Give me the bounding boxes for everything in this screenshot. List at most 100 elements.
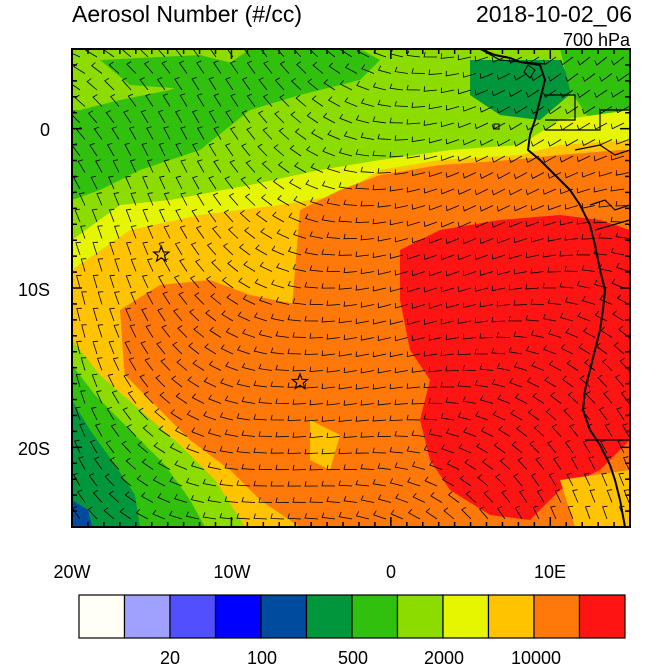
wind-barb — [109, 457, 120, 470]
wind-barb — [372, 150, 387, 157]
wind-barb — [406, 50, 421, 58]
wind-barb — [554, 489, 562, 503]
wind-barb — [542, 188, 557, 195]
wind-barb — [513, 172, 528, 180]
wind-barb — [616, 407, 625, 421]
wind-barb — [125, 274, 132, 289]
wind-barb — [236, 379, 251, 388]
wind-barb — [76, 307, 82, 322]
wind-barb — [565, 328, 579, 338]
wind-barb — [224, 429, 239, 437]
wind-barb — [120, 49, 132, 58]
wind-barb — [104, 77, 115, 91]
wind-barb — [423, 351, 438, 357]
wind-barb — [474, 89, 489, 96]
wind-barb — [86, 78, 98, 91]
wind-barb — [389, 185, 404, 192]
wind-barb — [411, 68, 426, 74]
lon-label: 10E — [533, 562, 567, 582]
wind-barb — [308, 49, 319, 58]
wind-barb — [191, 209, 200, 223]
wind-barb — [355, 183, 370, 190]
wind-barb — [513, 106, 528, 114]
wind-barb — [107, 373, 115, 388]
wind-barb — [311, 129, 324, 140]
wind-barb — [89, 143, 98, 157]
wind-barb — [175, 142, 183, 157]
wind-barb — [240, 176, 251, 190]
wind-barb — [292, 399, 307, 405]
wind-barb — [344, 63, 358, 74]
wind-barb — [276, 49, 285, 58]
wind-barb — [263, 60, 273, 74]
wind-barb — [510, 409, 523, 421]
wind-barb — [225, 361, 239, 371]
wind-barb — [309, 496, 324, 503]
wind-barb — [361, 64, 375, 74]
wind-barb — [440, 319, 455, 325]
wind-barb — [238, 243, 251, 256]
wind-barb — [377, 269, 392, 276]
wind-barb — [272, 177, 285, 190]
wind-barb — [389, 446, 404, 454]
wind-barb — [287, 481, 302, 487]
wind-barb — [146, 159, 154, 173]
wind-barb — [211, 259, 222, 272]
wind-barb — [406, 319, 421, 325]
wind-barb — [457, 254, 472, 261]
wind-barb — [258, 397, 273, 404]
wind-barb — [531, 106, 545, 115]
colorbar-swatch — [442, 594, 490, 639]
wind-barb — [239, 210, 251, 223]
wind-barb — [113, 192, 120, 206]
wind-barb — [553, 456, 562, 470]
wind-barb — [547, 172, 562, 179]
wind-barb — [462, 72, 477, 78]
wind-barb — [526, 377, 540, 388]
wind-barb — [355, 351, 370, 357]
wind-barb — [174, 49, 183, 58]
wind-barb — [597, 374, 608, 388]
wind-barb — [112, 357, 120, 371]
wind-barb — [195, 225, 205, 239]
wind-barb — [338, 351, 353, 357]
wind-barb — [321, 249, 336, 256]
wind-barb — [293, 195, 307, 206]
wind-barb — [74, 439, 81, 454]
wind-barb — [479, 395, 494, 404]
wind-barb — [581, 296, 596, 305]
wind-barb — [508, 155, 523, 163]
wind-barb — [564, 297, 579, 305]
wind-barb — [343, 400, 358, 406]
wind-barb — [158, 425, 171, 437]
wind-barb — [246, 60, 256, 74]
wind-barb — [229, 126, 239, 140]
wind-barb — [292, 464, 307, 471]
wind-barb — [513, 362, 528, 371]
wind-barb — [394, 236, 409, 243]
wind-barb — [394, 367, 409, 374]
wind-barb — [377, 399, 392, 406]
wind-barb — [287, 415, 302, 422]
colorbar-swatch — [305, 594, 353, 639]
wind-barb — [462, 302, 477, 309]
wind-barb — [508, 253, 523, 260]
wind-barb — [123, 374, 132, 388]
wind-barb — [428, 171, 443, 178]
wind-barb — [323, 79, 336, 91]
datetime-label: 2018-10-02_06 — [475, 1, 632, 27]
wind-barb — [478, 506, 489, 520]
wind-barb — [157, 493, 171, 503]
wind-barb — [175, 175, 183, 190]
wind-barb — [360, 268, 375, 275]
wind-barb — [278, 127, 290, 140]
wind-barb — [288, 178, 302, 190]
wind-barb — [321, 215, 336, 223]
wind-barb — [77, 159, 86, 173]
wind-barb — [191, 427, 205, 437]
wind-barb — [143, 60, 154, 74]
wind-barb — [355, 511, 370, 520]
wind-barb — [527, 408, 540, 421]
wind-barb — [326, 232, 341, 239]
wind-barb — [253, 414, 268, 421]
